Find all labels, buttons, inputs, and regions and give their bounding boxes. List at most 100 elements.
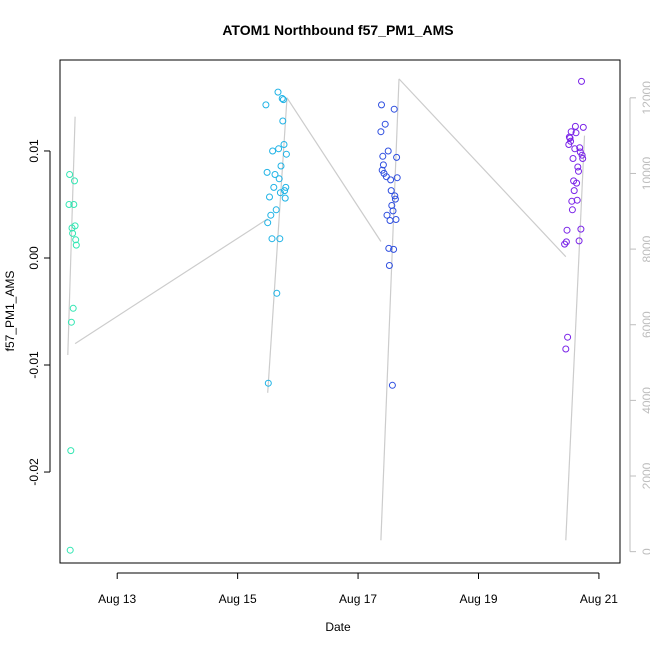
x-tick-label: Aug 17 bbox=[339, 592, 377, 606]
data-point bbox=[377, 128, 385, 136]
data-point bbox=[579, 155, 587, 162]
line-layer bbox=[67, 78, 586, 541]
data-point bbox=[282, 183, 290, 191]
data-point bbox=[572, 129, 580, 137]
data-point bbox=[278, 95, 286, 102]
y2-tick-label: 6000 bbox=[640, 311, 650, 338]
data-point bbox=[569, 155, 577, 162]
data-point bbox=[384, 147, 392, 155]
data-point bbox=[271, 171, 279, 178]
data-point bbox=[268, 235, 276, 243]
data-point bbox=[65, 201, 73, 208]
data-point bbox=[568, 206, 576, 214]
data-point bbox=[571, 145, 579, 153]
data-point bbox=[390, 245, 398, 253]
data-point bbox=[272, 206, 280, 214]
data-point bbox=[263, 168, 271, 176]
data-point bbox=[269, 147, 277, 155]
data-point bbox=[379, 161, 387, 169]
x-tick-label: Aug 13 bbox=[98, 592, 136, 606]
data-point bbox=[392, 216, 400, 223]
trace-segment-1 bbox=[74, 218, 269, 345]
chart-title: ATOM1 Northbound f57_PM1_AMS bbox=[222, 22, 453, 38]
data-point bbox=[391, 192, 399, 200]
data-point bbox=[70, 201, 78, 208]
data-point bbox=[575, 167, 582, 175]
trace-segment-2 bbox=[267, 97, 288, 393]
data-point bbox=[389, 207, 397, 215]
data-point bbox=[72, 241, 80, 249]
data-point bbox=[71, 222, 79, 230]
data-point bbox=[262, 101, 270, 109]
data-point bbox=[264, 379, 272, 387]
y2-tick-label: 8000 bbox=[640, 235, 650, 262]
data-point bbox=[566, 134, 574, 142]
trace-segment-4 bbox=[380, 78, 400, 541]
data-point bbox=[579, 123, 587, 131]
data-point bbox=[277, 162, 285, 170]
y-axis-right: 0 2000 4000 6000 8000 10000 12000 bbox=[629, 81, 650, 555]
data-point bbox=[281, 194, 289, 202]
data-point bbox=[281, 187, 289, 195]
trace-segment-3 bbox=[286, 97, 382, 242]
data-point bbox=[378, 101, 385, 109]
data-point bbox=[379, 152, 387, 160]
data-point bbox=[275, 145, 283, 153]
y2-tick-label: 10000 bbox=[640, 156, 650, 190]
data-point bbox=[573, 179, 581, 187]
data-point bbox=[387, 187, 395, 195]
data-point bbox=[67, 447, 75, 455]
data-point bbox=[564, 333, 572, 341]
data-point bbox=[66, 171, 74, 178]
trace-segment-6 bbox=[565, 135, 586, 541]
data-point bbox=[578, 151, 586, 159]
data-point bbox=[571, 122, 579, 130]
data-point bbox=[391, 195, 399, 203]
data-point bbox=[573, 196, 581, 204]
data-point bbox=[274, 88, 282, 96]
data-point bbox=[567, 137, 575, 145]
data-point bbox=[276, 189, 284, 197]
data-point bbox=[273, 289, 281, 297]
data-point bbox=[264, 219, 272, 227]
data-point bbox=[69, 229, 77, 237]
data-point bbox=[567, 128, 575, 136]
data-point bbox=[562, 345, 570, 353]
trace-segment-5 bbox=[398, 78, 567, 258]
data-point bbox=[575, 237, 583, 245]
data-point bbox=[383, 211, 391, 219]
data-point bbox=[266, 193, 273, 201]
y2-tick-label: 12000 bbox=[640, 81, 650, 115]
y-tick-label: -0.02 bbox=[27, 458, 41, 486]
data-point bbox=[67, 318, 75, 326]
data-point bbox=[385, 244, 393, 252]
data-point bbox=[66, 546, 74, 554]
data-point bbox=[385, 262, 393, 269]
data-point bbox=[387, 176, 395, 184]
data-point bbox=[388, 381, 396, 389]
data-point bbox=[574, 163, 582, 171]
data-point bbox=[71, 177, 78, 185]
data-point bbox=[570, 187, 578, 195]
y-axis-label: f57_PM1_AMS bbox=[3, 271, 17, 352]
data-point bbox=[267, 211, 275, 219]
data-point bbox=[393, 174, 401, 182]
data-point bbox=[275, 175, 283, 183]
plot-frame bbox=[59, 59, 621, 564]
data-point bbox=[276, 235, 284, 243]
y-tick-label: 0.00 bbox=[27, 246, 41, 270]
data-point bbox=[69, 304, 77, 312]
data-point bbox=[576, 144, 584, 152]
data-point bbox=[279, 96, 287, 104]
x-axis: Aug 13 Aug 15 Aug 17 Aug 19 Aug 21 bbox=[98, 572, 618, 606]
x-axis-label: Date bbox=[325, 620, 351, 634]
y2-tick-label: 4000 bbox=[640, 387, 650, 414]
data-point bbox=[282, 150, 290, 158]
data-point bbox=[279, 117, 287, 125]
data-point bbox=[578, 77, 585, 85]
data-point bbox=[577, 225, 585, 233]
data-point bbox=[270, 183, 278, 191]
data-point bbox=[393, 153, 401, 161]
data-point bbox=[72, 236, 80, 244]
